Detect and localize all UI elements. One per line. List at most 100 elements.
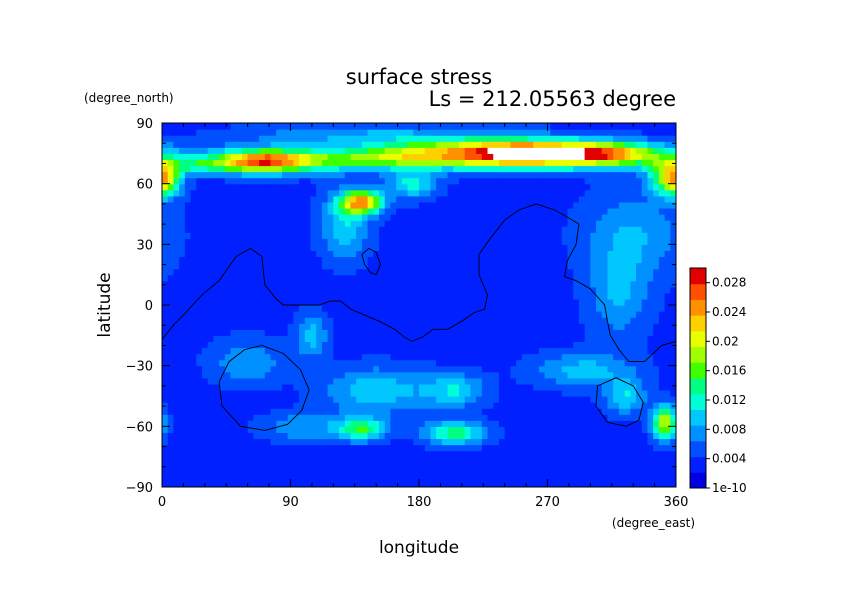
heatmap-cell <box>219 165 226 173</box>
heatmap-cell <box>419 402 426 409</box>
heatmap-cell <box>601 292 609 300</box>
heatmap-cell <box>498 280 506 288</box>
heatmap-cell <box>190 426 197 433</box>
heatmap-cell <box>413 377 420 385</box>
heatmap-cell <box>521 274 529 282</box>
heatmap-cell <box>379 153 386 160</box>
heatmap-cell <box>384 353 392 361</box>
heatmap-cell <box>430 420 437 427</box>
heatmap-cell <box>293 359 300 367</box>
heatmap-cell <box>550 153 557 160</box>
heatmap-cell <box>304 426 312 433</box>
heatmap-cell <box>219 432 226 440</box>
heatmap-cell <box>356 201 363 209</box>
heatmap-cell <box>664 396 671 403</box>
heatmap-cell <box>647 365 654 373</box>
heatmap-cell <box>316 389 323 397</box>
heatmap-cell <box>316 402 323 409</box>
heatmap-cell <box>527 226 534 233</box>
heatmap-cell <box>373 171 380 179</box>
heatmap-cell <box>304 250 312 258</box>
heatmap-cell <box>213 153 220 160</box>
heatmap-cell <box>316 335 323 342</box>
heatmap-cell <box>664 207 671 215</box>
heatmap-cell <box>224 450 232 458</box>
heatmap-cell <box>641 153 649 160</box>
heatmap-cell <box>247 201 254 209</box>
heatmap-cell <box>453 201 460 209</box>
heatmap-cell <box>544 159 551 167</box>
heatmap-cell <box>350 201 357 209</box>
heatmap-cell <box>590 305 597 312</box>
heatmap-cell <box>259 432 266 440</box>
heatmap-cell <box>590 311 597 318</box>
heatmap-cell <box>453 474 460 482</box>
heatmap-cell <box>556 177 563 185</box>
heatmap-cell <box>264 371 272 379</box>
heatmap-cell <box>219 298 226 306</box>
heatmap-cell <box>287 159 294 167</box>
heatmap-cell <box>401 268 409 276</box>
heatmap-cell <box>624 292 631 300</box>
heatmap-cell <box>407 432 414 440</box>
heatmap-cell <box>573 353 580 361</box>
heatmap-cell <box>670 335 676 342</box>
heatmap-cell <box>339 359 346 367</box>
heatmap-cell <box>167 444 175 452</box>
heatmap-cell <box>607 226 614 233</box>
heatmap-cell <box>641 238 649 245</box>
heatmap-cell <box>361 462 369 470</box>
heatmap-cell <box>287 153 294 160</box>
heatmap-cell <box>664 183 671 191</box>
heatmap-cell <box>464 408 471 415</box>
heatmap-cell <box>578 153 586 160</box>
heatmap-cell <box>316 311 323 318</box>
heatmap-cell <box>173 353 180 361</box>
heatmap-cell <box>630 207 637 215</box>
heatmap-cell <box>504 189 511 197</box>
heatmap-cell <box>498 347 506 355</box>
heatmap-cell <box>339 468 346 476</box>
heatmap-cell <box>299 480 306 487</box>
heatmap-cell <box>476 311 483 318</box>
heatmap-cell <box>281 201 289 209</box>
heatmap-cell <box>647 335 654 342</box>
heatmap-cell <box>413 238 420 245</box>
heatmap-cell <box>458 256 466 264</box>
heatmap-cell <box>207 329 214 336</box>
heatmap-cell <box>339 189 346 197</box>
heatmap-cell <box>299 195 306 203</box>
heatmap-cell <box>498 432 506 440</box>
heatmap-cell <box>567 201 574 209</box>
heatmap-cell <box>184 450 192 458</box>
heatmap-cell <box>396 268 403 276</box>
heatmap-cell <box>413 329 420 336</box>
heatmap-cell <box>253 305 260 312</box>
heatmap-cell <box>184 280 192 288</box>
heatmap-cell <box>584 311 591 318</box>
heatmap-cell <box>601 402 609 409</box>
heatmap-cell <box>413 468 420 476</box>
heatmap-cell <box>464 414 471 421</box>
heatmap-cell <box>207 353 214 361</box>
heatmap-cell <box>281 226 289 233</box>
heatmap-cell <box>247 353 254 361</box>
heatmap-cell <box>578 201 586 209</box>
heatmap-cell <box>361 292 369 300</box>
heatmap-cell <box>436 201 443 209</box>
heatmap-cell <box>201 359 209 367</box>
heatmap-cell <box>419 250 426 258</box>
heatmap-cell <box>396 389 403 397</box>
heatmap-cell <box>236 189 243 197</box>
heatmap-cell <box>538 323 546 330</box>
heatmap-cell <box>538 207 546 215</box>
heatmap-cell <box>327 256 334 264</box>
heatmap-cell <box>230 323 237 330</box>
heatmap-cell <box>533 450 540 458</box>
heatmap-cell <box>361 359 369 367</box>
heatmap-cell <box>533 323 540 330</box>
heatmap-cell <box>259 347 266 355</box>
heatmap-cell <box>356 474 363 482</box>
heatmap-cell <box>241 420 249 427</box>
heatmap-cell <box>538 159 546 167</box>
